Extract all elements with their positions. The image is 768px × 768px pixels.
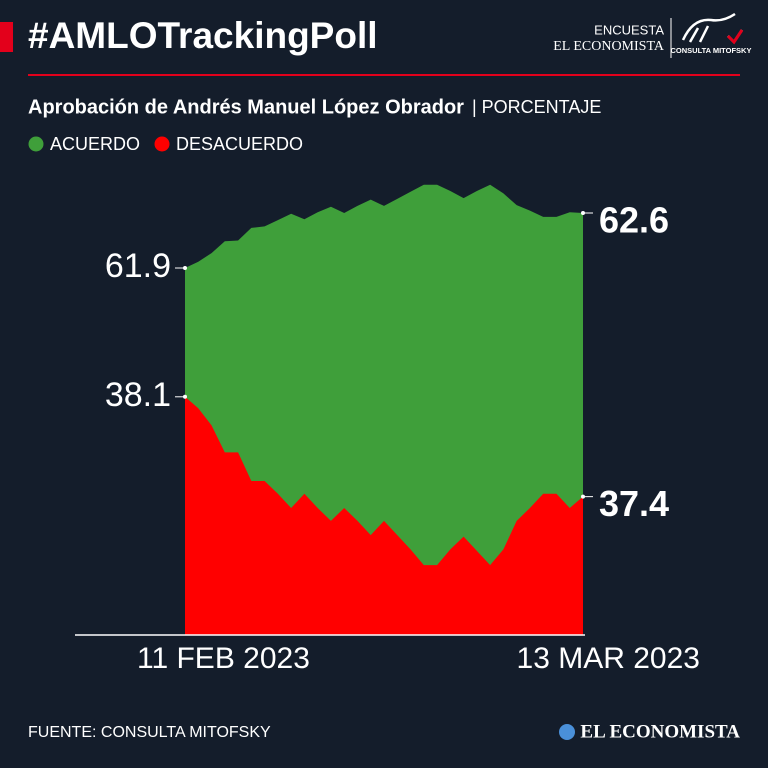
logo-name: EL ECONOMISTA [553,39,665,54]
value-label: 38.1 [105,376,171,414]
logo-check [726,29,744,45]
label-dot [581,211,585,216]
label-dot [183,266,187,271]
legend-label: DESACUERDO [176,134,303,154]
x-tick-label: 11 FEB 2023 [137,642,310,675]
legend-label: ACUERDO [50,134,140,154]
x-tick-label: 13 MAR 2023 [517,642,700,675]
legend-swatch [154,136,170,152]
chart-title: #AMLOTrackingPoll [28,15,378,56]
unit-label: | PORCENTAJE [472,97,601,117]
subtitle: Aprobación de Andrés Manuel López Obrado… [28,96,464,118]
accent-bar [0,22,13,52]
value-label: 61.9 [105,247,171,285]
area [185,396,583,635]
value-label: 37.4 [599,483,669,524]
label-dot [183,394,187,399]
value-label: 62.6 [599,200,669,241]
footer-logo: EL ECONOMISTA [580,721,740,742]
logo-top: ENCUESTA [594,22,664,37]
label-dot [581,494,585,499]
logo-icon [681,12,744,44]
logo-badge: CONSULTA MITOFSKY [671,46,752,55]
footer-logo-icon [559,724,575,740]
source: FUENTE: CONSULTA MITOFSKY [28,724,271,741]
legend-swatch [28,136,44,152]
